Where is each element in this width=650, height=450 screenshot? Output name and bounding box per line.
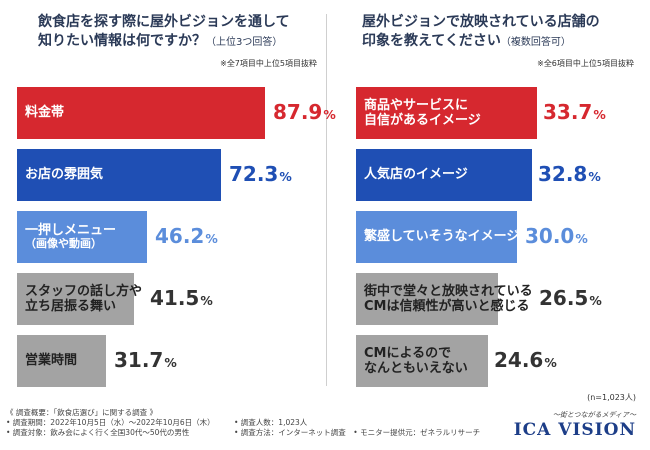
bar-value-number: 32.8 [538,162,588,186]
bar-value-number: 26.5 [539,286,589,310]
bar-value-unit: % [200,293,213,308]
bar-3: 繁盛していそうなイメージ [356,211,519,263]
right-title-sub: （複数回答可） [500,37,571,48]
bar-label-line: CMは信頼性が高いと感じる [364,299,530,314]
bar-label: 料金帯 [25,105,64,120]
right-title-line2: 印象を教えてください [362,33,501,49]
bar-value-label: 46.2% [155,226,218,246]
survey-target: • 調査対象：飲み会によく行く全国30代〜50代の男性 [6,428,190,437]
bar-value-number: 87.9 [273,100,323,124]
bar-value-unit: % [164,355,177,370]
bar-label: 商品やサービスに 自信があるイメージ [364,98,481,129]
left-title-sub: （上位3つ回答） [206,37,283,48]
bar-label: お店の雰囲気 [25,167,103,182]
bar-value-label: 33.7% [543,102,606,122]
survey-period: • 調査期間：2022年10月5日（水）〜2022年10月6日（木） [6,418,215,427]
bar-label-line: 料金帯 [25,105,65,121]
bar-label-line: スタッフの話し方や [25,283,143,299]
bar-2: 人気店のイメージ [356,149,532,201]
left-chart-title: 飲食店を探す際に屋外ビジョンを通して 知りたい情報は何ですか？（上位3つ回答） [38,13,290,52]
bar-value-number: 41.5 [150,286,200,310]
bar-label: 街中で堂々と放映されている CMは信頼性が高いと感じる [364,284,533,315]
bar-5: CMによるので なんともいえない [356,335,488,387]
chart-divider [326,14,327,386]
survey-count: • 調査人数：1,023人 [234,418,308,427]
bar-label: 繁盛していそうなイメージ [364,229,519,244]
bar-5: 営業時間 [17,335,106,387]
bar-label-line: 立ち居振る舞い [25,299,117,314]
right-title-line1: 屋外ビジョンで放映されている店舗の [362,14,600,30]
bar-value-label: 30.0% [525,226,588,246]
bar-label-line: 一押しメニュー [25,222,117,238]
left-chart-note: ※全7項目中上位5項目抜粋 [220,59,317,68]
bar-label-line: 商品やサービスに [364,97,469,113]
bar-value-unit: % [323,107,336,122]
bar-value-label: 32.8% [538,164,601,184]
sample-size-label: (n=1,023人) [587,393,636,402]
bar-label-line: 街中で堂々と放映されている [364,283,533,299]
right-chart-note: ※全6項目中上位5項目抜粋 [537,59,634,68]
bar-value-label: 26.5% [539,288,602,308]
bar-value-unit: % [575,231,588,246]
bar-value-unit: % [589,293,602,308]
bar-label: CMによるので なんともいえない [364,346,468,377]
bar-3: 一押しメニュー （画像や動画） [17,211,147,263]
bar-label-line: 自信があるイメージ [364,113,481,128]
bar-label-line: CMによるので [364,345,452,361]
bar-label-line: （画像や動画） [25,237,102,251]
bar-value-number: 72.3 [229,162,279,186]
bar-value-number: 30.0 [525,224,575,248]
bar-label: スタッフの話し方や 立ち居振る舞い [25,284,142,315]
left-title-line1: 飲食店を探す際に屋外ビジョンを通して [38,14,290,30]
bar-value-label: 87.9% [273,102,336,122]
bar-value-label: 31.7% [114,350,177,370]
bar-label: 一押しメニュー （画像や動画） [25,223,116,251]
survey-summary-heading: 《 調査概要：「飲食店選び」に関する調査 》 [6,408,158,417]
bar-label-line: 人気店のイメージ [364,167,468,183]
bar-value-unit: % [279,169,292,184]
survey-summary: 《 調査概要：「飲食店選び」に関する調査 》 • 調査期間：2022年10月5日… [6,408,480,438]
bar-value-number: 31.7 [114,348,164,372]
bar-value-label: 72.3% [229,164,292,184]
bar-1: 料金帯 [17,87,265,139]
right-chart-title: 屋外ビジョンで放映されている店舗の 印象を教えてください（複数回答可） [362,13,600,52]
bar-value-label: 24.6% [494,350,557,370]
bar-4: スタッフの話し方や 立ち居振る舞い [17,273,142,325]
bar-value-unit: % [205,231,218,246]
bar-value-unit: % [544,355,557,370]
brand-tagline: 〜街とつながるメディア〜 [552,411,636,419]
bar-label: 営業時間 [25,353,77,368]
bar-label-line: 繁盛していそうなイメージ [364,229,520,245]
left-title-line2: 知りたい情報は何ですか？ [38,33,206,49]
bar-label-line: お店の雰囲気 [25,167,104,183]
bar-value-unit: % [588,169,601,184]
bar-label-line: 営業時間 [25,353,78,369]
survey-method: • 調査方法：インターネット調査 • モニター提供元：ゼネラルリサーチ [234,428,481,437]
bar-value-number: 46.2 [155,224,205,248]
bar-value-unit: % [593,107,606,122]
bar-value-label: 41.5% [150,288,213,308]
bar-label: 人気店のイメージ [364,167,468,182]
brand-logo: 〜街とつながるメディア〜 ICA VISION [514,410,636,440]
bar-value-number: 33.7 [543,100,593,124]
bar-2: お店の雰囲気 [17,149,221,201]
bar-1: 商品やサービスに 自信があるイメージ [356,87,537,139]
brand-name: ICA VISION [513,420,636,440]
bar-value-number: 24.6 [494,348,544,372]
bar-label-line: なんともいえない [364,361,468,376]
bar-4: 街中で堂々と放映されている CMは信頼性が高いと感じる [356,273,533,325]
